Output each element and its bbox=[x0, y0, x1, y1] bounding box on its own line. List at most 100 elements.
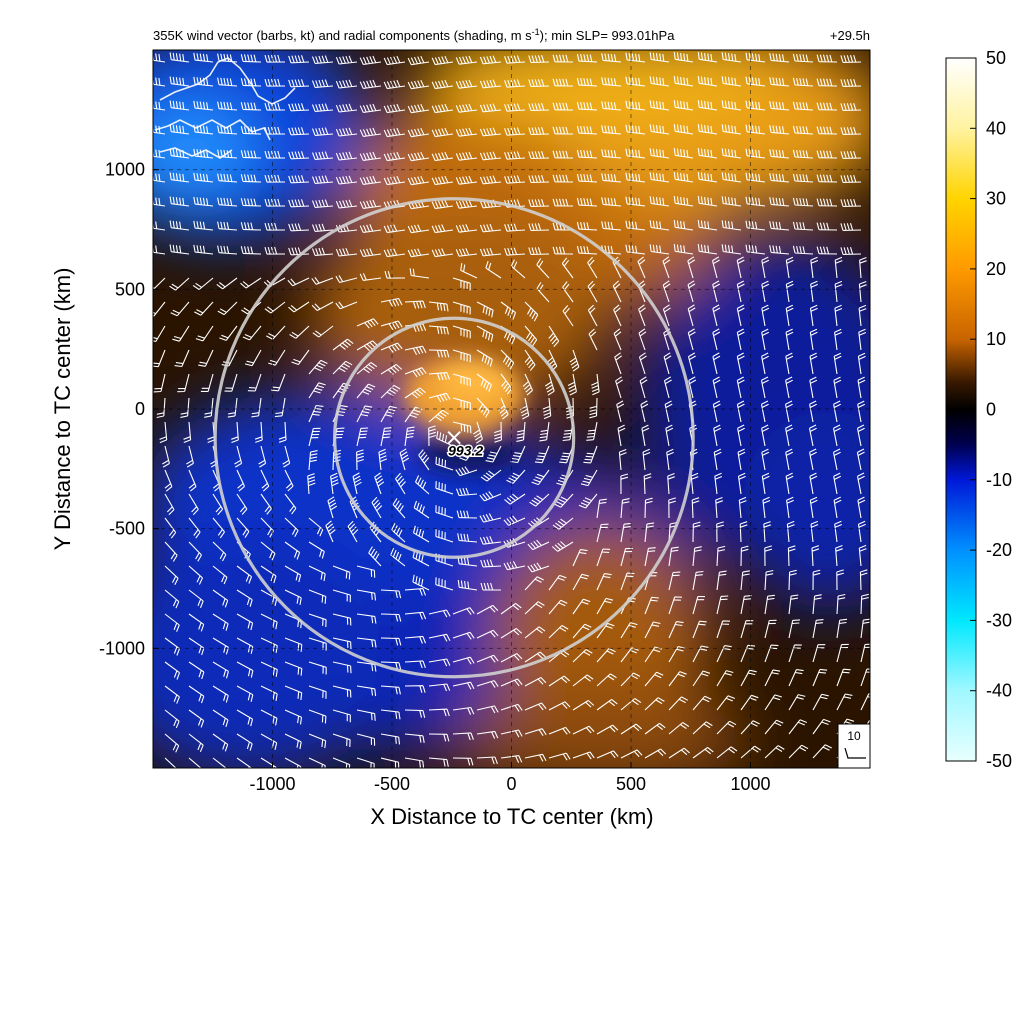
wind-barb bbox=[457, 533, 478, 543]
wind-barb bbox=[745, 172, 766, 183]
wind-barb bbox=[809, 328, 818, 351]
wind-barb bbox=[583, 445, 598, 464]
wind-barb bbox=[587, 304, 598, 327]
wind-barb bbox=[217, 221, 238, 231]
wind-barb bbox=[617, 424, 626, 447]
wind-barb bbox=[204, 397, 214, 418]
wind-barb bbox=[193, 172, 214, 183]
tc-center-label: 993.2 bbox=[448, 443, 483, 459]
wind-barb bbox=[840, 247, 862, 255]
wind-barb bbox=[169, 52, 190, 63]
wind-barb bbox=[644, 722, 666, 735]
wind-barb bbox=[792, 149, 814, 159]
wind-barb bbox=[359, 103, 382, 113]
wind-barb bbox=[428, 757, 449, 767]
wind-barb bbox=[380, 342, 403, 353]
wind-barb bbox=[833, 496, 842, 519]
wind-barb bbox=[692, 746, 714, 759]
wind-barb bbox=[260, 565, 277, 584]
wind-barb bbox=[217, 77, 238, 87]
wind-barb bbox=[644, 547, 656, 567]
wind-barb bbox=[284, 685, 303, 701]
wind-barb bbox=[236, 733, 253, 751]
wind-barb bbox=[833, 472, 842, 495]
wind-barb bbox=[662, 256, 671, 279]
wind-barb bbox=[164, 565, 179, 586]
wind-barb bbox=[504, 493, 526, 505]
wind-barb bbox=[721, 244, 742, 255]
wind-barb bbox=[240, 150, 262, 159]
wind-barb bbox=[436, 431, 454, 447]
wind-barb bbox=[792, 101, 814, 111]
wind-barb bbox=[308, 517, 324, 537]
wind-barb bbox=[697, 244, 718, 255]
wind-barb bbox=[260, 757, 277, 768]
wind-barb bbox=[251, 397, 262, 418]
wind-barb bbox=[485, 445, 502, 463]
wind-barb bbox=[404, 345, 427, 355]
wind-barb bbox=[745, 76, 766, 87]
wind-barb bbox=[596, 548, 611, 567]
wind-barb bbox=[620, 622, 638, 639]
wind-barb bbox=[308, 685, 327, 699]
wind-barb bbox=[548, 752, 571, 761]
wind-barb bbox=[836, 693, 853, 711]
wind-barb bbox=[578, 493, 598, 509]
wind-barb bbox=[668, 571, 681, 591]
colorbar-tick-label: -20 bbox=[986, 540, 1012, 560]
wind-barb bbox=[716, 720, 737, 735]
wind-barb bbox=[662, 280, 671, 303]
wind-barb bbox=[219, 325, 238, 341]
wind-barb bbox=[524, 677, 547, 687]
wind-barb bbox=[428, 301, 449, 312]
wind-barb bbox=[435, 577, 454, 591]
wind-barb bbox=[712, 352, 721, 375]
wind-barb bbox=[311, 127, 334, 136]
wind-barb bbox=[721, 52, 742, 63]
x-tick-label: 500 bbox=[616, 774, 646, 794]
wind-barb bbox=[528, 79, 550, 88]
wind-barb bbox=[359, 175, 382, 185]
wind-barb bbox=[455, 55, 478, 65]
wind-barb bbox=[409, 268, 430, 279]
wind-barb bbox=[739, 521, 748, 543]
wind-barb bbox=[769, 53, 790, 63]
wind-barb bbox=[692, 670, 711, 687]
wind-barb bbox=[288, 103, 310, 112]
wind-barb bbox=[764, 569, 774, 591]
wind-barb bbox=[271, 373, 286, 392]
wind-barb bbox=[833, 376, 842, 399]
wind-barb bbox=[528, 175, 550, 184]
wind-barb bbox=[311, 199, 334, 208]
wind-barb bbox=[786, 496, 794, 519]
wind-barb bbox=[169, 148, 190, 159]
wind-barb bbox=[527, 562, 550, 573]
wind-barb bbox=[260, 613, 278, 630]
wind-barb bbox=[284, 589, 302, 605]
wind-barb bbox=[860, 618, 870, 639]
wind-barb bbox=[500, 602, 522, 615]
wind-barb bbox=[836, 643, 849, 663]
wind-barb bbox=[716, 620, 731, 639]
wind-barb bbox=[332, 709, 351, 723]
wind-barb bbox=[552, 222, 574, 231]
wind-barb bbox=[312, 325, 334, 338]
wind-barb bbox=[552, 198, 574, 207]
wind-barb bbox=[524, 702, 547, 711]
wind-barb bbox=[761, 472, 770, 495]
y-axis-label: Y Distance to TC center (km) bbox=[50, 268, 75, 551]
wind-barb bbox=[455, 466, 478, 477]
wind-barb bbox=[452, 681, 475, 690]
wind-barb bbox=[812, 569, 821, 591]
wind-barb bbox=[644, 748, 667, 759]
wind-barb bbox=[665, 424, 674, 447]
wind-barb bbox=[188, 541, 202, 562]
wind-barb bbox=[325, 520, 336, 543]
wind-barb bbox=[479, 199, 502, 209]
wind-barb bbox=[383, 224, 406, 234]
wind-barb bbox=[291, 349, 310, 366]
wind-barb bbox=[764, 619, 777, 639]
wind-barb bbox=[638, 328, 647, 351]
wind-barb bbox=[284, 469, 294, 492]
wind-barb bbox=[308, 589, 327, 604]
